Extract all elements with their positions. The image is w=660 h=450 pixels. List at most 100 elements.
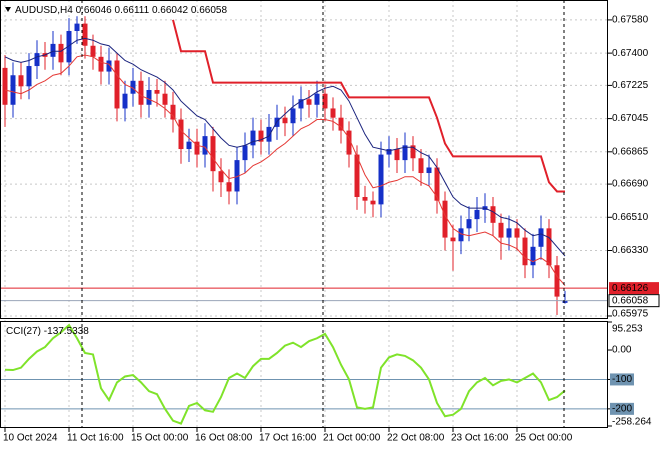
candle-body — [226, 182, 232, 192]
candle-body — [258, 130, 264, 142]
candle-body — [122, 93, 128, 109]
indicator-line — [4, 37, 566, 257]
cci-panel-border — [0, 321, 608, 428]
candle-body — [522, 237, 528, 266]
candle-body — [282, 117, 288, 124]
level-label-box — [610, 402, 634, 415]
candle-body — [354, 154, 360, 197]
y-tick-label: 0.66510 — [612, 212, 649, 223]
x-tick-label: 15 Oct 00:00 — [131, 433, 189, 444]
cci-title: CCI(27) — [6, 326, 41, 337]
candle-body — [10, 75, 16, 105]
x-tick-label: 17 Oct 16:00 — [259, 433, 317, 444]
candle-body — [90, 45, 96, 57]
candle-body — [58, 43, 64, 63]
candle-body — [410, 145, 416, 159]
candle-body — [50, 43, 56, 57]
cci-last-value: -137.5338 — [44, 326, 89, 337]
candle-body — [362, 196, 368, 201]
candle-body — [290, 108, 296, 124]
candle-body — [506, 228, 512, 238]
last-price-label: 0.66058 — [612, 295, 649, 306]
y-tick-label: -258.264 — [612, 417, 652, 428]
candle-body — [322, 93, 328, 109]
symbol-menu-icon — [5, 7, 11, 12]
candle-body — [170, 104, 176, 120]
y-tick-label: 0.65975 — [612, 309, 649, 320]
y-tick-label: 0.67045 — [612, 113, 649, 124]
candle-body — [138, 80, 144, 105]
plot-layer — [0, 0, 608, 428]
candle-body — [538, 228, 544, 247]
candle-body — [386, 149, 392, 155]
candle-body — [562, 300, 568, 303]
level-label-box — [610, 373, 634, 386]
last-high: 0.66111 — [115, 5, 150, 16]
y-tick-label: 0.66690 — [612, 179, 649, 190]
candle-body — [218, 171, 224, 183]
candle-body — [546, 228, 552, 266]
y-tick-label: -200 — [612, 404, 632, 415]
candle-body — [210, 136, 216, 172]
candle-body — [394, 149, 400, 161]
candle-body — [330, 108, 336, 118]
last-open: 0.66046 — [76, 5, 113, 16]
candle-body — [298, 99, 304, 109]
candle-body — [490, 206, 496, 223]
candle-body — [146, 90, 152, 105]
last-low: 0.66042 — [152, 5, 189, 16]
candle-body — [458, 228, 464, 242]
y-tick-label: 0.67225 — [612, 80, 649, 91]
candle-body — [178, 119, 184, 150]
candle-body — [474, 209, 480, 220]
candle-body — [194, 141, 200, 155]
candle-body — [34, 53, 40, 67]
indicator-line — [4, 54, 566, 286]
candle-body — [426, 167, 432, 174]
candle-body — [514, 228, 520, 238]
candle-body — [418, 158, 424, 174]
candle-body — [130, 80, 136, 94]
candle-body — [370, 200, 376, 205]
y-tick-label: -100 — [612, 374, 632, 385]
candle-body — [346, 130, 352, 155]
x-tick-label: 16 Oct 08:00 — [195, 433, 253, 444]
candle-body — [2, 67, 8, 105]
y-tick-label: 0.66330 — [612, 245, 649, 256]
y-tick-label: 0.67580 — [612, 15, 649, 26]
candle-body — [26, 66, 32, 87]
x-tick-label: 22 Oct 08:00 — [387, 433, 445, 444]
candle-body — [74, 23, 80, 31]
candle-body — [114, 60, 120, 109]
candle-body — [18, 75, 24, 87]
marker-label-box — [609, 282, 659, 295]
candle-body — [98, 56, 104, 72]
x-tick-label: 23 Oct 16:00 — [451, 433, 509, 444]
x-tick-label: 21 Oct 00:00 — [323, 433, 381, 444]
candle-body — [530, 246, 536, 266]
last-close: 0.66058 — [191, 5, 228, 16]
candle-body — [234, 160, 240, 192]
y-tick-label: 95.253 — [612, 324, 643, 335]
candle-body — [450, 237, 456, 242]
candle-body — [554, 265, 560, 297]
candle-body — [106, 60, 112, 72]
symbol: AUDUSD,H4 — [15, 5, 73, 16]
candle-body — [378, 154, 384, 205]
candle-body — [434, 167, 440, 201]
candle-body — [498, 222, 504, 238]
candle-body — [402, 145, 408, 161]
candle-body — [266, 126, 272, 142]
price-panel-border — [0, 0, 608, 319]
indicator-line — [4, 323, 566, 425]
y-tick-label: 0.66865 — [612, 146, 649, 157]
candle-body — [314, 93, 320, 105]
marker-label: 0.66126 — [612, 283, 649, 294]
indicator-line — [172, 19, 565, 193]
y-tick-label: 0.00 — [612, 345, 632, 356]
y-tick-label: 0.67400 — [612, 48, 649, 59]
candle-body — [442, 200, 448, 238]
candle-body — [466, 219, 472, 229]
